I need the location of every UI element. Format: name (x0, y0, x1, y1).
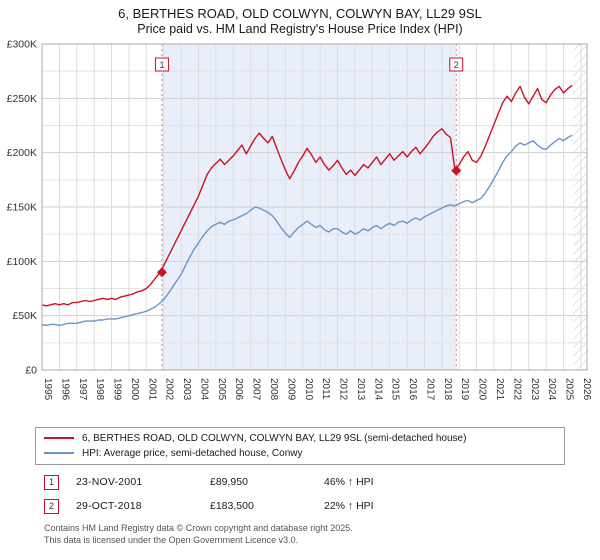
svg-text:2007: 2007 (251, 378, 262, 401)
svg-text:2003: 2003 (181, 378, 192, 401)
transaction-row: 1 23-NOV-2001 £89,950 46% ↑ HPI (44, 474, 600, 490)
svg-text:2024: 2024 (546, 378, 557, 401)
legend-item-property: 6, BERTHES ROAD, OLD COLWYN, COLWYN BAY,… (44, 431, 556, 446)
svg-text:2004: 2004 (198, 378, 209, 401)
transaction-1-price: £89,950 (210, 476, 248, 489)
property-address: 6, BERTHES ROAD, OLD COLWYN, COLWYN BAY,… (118, 6, 482, 21)
svg-text:1: 1 (159, 60, 164, 70)
svg-text:£50K: £50K (12, 310, 37, 322)
svg-text:2025: 2025 (564, 378, 575, 401)
svg-text:£200K: £200K (7, 147, 37, 159)
svg-text:2011: 2011 (320, 378, 331, 400)
legend-item-hpi: HPI: Average price, semi-detached house,… (44, 446, 556, 461)
chart-subtitle: Price paid vs. HM Land Registry's House … (137, 22, 463, 37)
svg-text:2023: 2023 (529, 378, 540, 401)
svg-text:£100K: £100K (7, 256, 37, 268)
svg-text:£250K: £250K (7, 93, 37, 105)
svg-text:2008: 2008 (268, 378, 279, 401)
chart-title: 6, BERTHES ROAD, OLD COLWYN, COLWYN BAY,… (0, 0, 600, 38)
legend: 6, BERTHES ROAD, OLD COLWYN, COLWYN BAY,… (35, 426, 565, 465)
license-note: Contains HM Land Registry data © Crown c… (44, 523, 600, 546)
svg-text:£0: £0 (25, 364, 37, 376)
svg-text:2009: 2009 (285, 378, 296, 401)
transactions-table: 1 23-NOV-2001 £89,950 46% ↑ HPI 2 29-OCT… (44, 474, 600, 514)
price-chart: 1995 1996 1997 1998 1999 2000 2001 2002 2003 2004… (7, 38, 592, 401)
svg-text:2012: 2012 (338, 378, 349, 401)
transaction-2-hpi-delta: 22% ↑ HPI (324, 500, 374, 513)
legend-label-hpi: HPI: Average price, semi-detached house,… (82, 447, 303, 459)
svg-text:2022: 2022 (511, 378, 522, 401)
svg-text:£150K: £150K (7, 201, 37, 213)
svg-text:2013: 2013 (355, 378, 366, 401)
svg-text:2026: 2026 (581, 378, 592, 401)
svg-text:1996: 1996 (59, 378, 70, 401)
transaction-row: 2 29-OCT-2018 £183,500 22% ↑ HPI (44, 498, 600, 514)
svg-text:1997: 1997 (77, 378, 88, 401)
svg-text:£300K: £300K (7, 38, 37, 50)
transaction-1-date: 23-NOV-2001 (76, 476, 143, 489)
transaction-2-date: 29-OCT-2018 (76, 500, 142, 513)
svg-text:2002: 2002 (164, 378, 175, 401)
chart-container: 1995 1996 1997 1998 1999 2000 2001 2002 2003 2004… (0, 38, 600, 425)
svg-text:2019: 2019 (459, 378, 470, 401)
svg-text:2016: 2016 (407, 378, 418, 401)
svg-text:2017: 2017 (424, 378, 435, 401)
property-line-swatch (44, 437, 74, 440)
svg-text:2010: 2010 (303, 378, 314, 401)
transaction-1-hpi-delta: 46% ↑ HPI (324, 476, 374, 489)
transaction-2-price: £183,500 (210, 500, 254, 513)
svg-text:1998: 1998 (94, 378, 105, 401)
transaction-2-marker: 2 (44, 498, 59, 514)
transaction-1-marker: 1 (44, 474, 59, 490)
legend-label-property: 6, BERTHES ROAD, OLD COLWYN, COLWYN BAY,… (82, 432, 467, 444)
license-line2: This data is licensed under the Open Gov… (44, 534, 299, 545)
svg-text:2014: 2014 (372, 378, 383, 401)
svg-text:2005: 2005 (216, 378, 227, 401)
license-line1: Contains HM Land Registry data © Crown c… (44, 522, 353, 533)
svg-text:1995: 1995 (42, 378, 53, 401)
svg-text:2001: 2001 (146, 378, 157, 401)
svg-text:2021: 2021 (494, 378, 505, 401)
svg-text:2018: 2018 (442, 378, 453, 401)
svg-text:2: 2 (454, 60, 459, 70)
hpi-line-swatch (44, 452, 74, 455)
svg-text:2006: 2006 (233, 378, 244, 401)
svg-text:2000: 2000 (129, 378, 140, 401)
svg-text:1999: 1999 (112, 378, 123, 401)
svg-text:2015: 2015 (390, 378, 401, 401)
svg-text:2020: 2020 (477, 378, 488, 401)
